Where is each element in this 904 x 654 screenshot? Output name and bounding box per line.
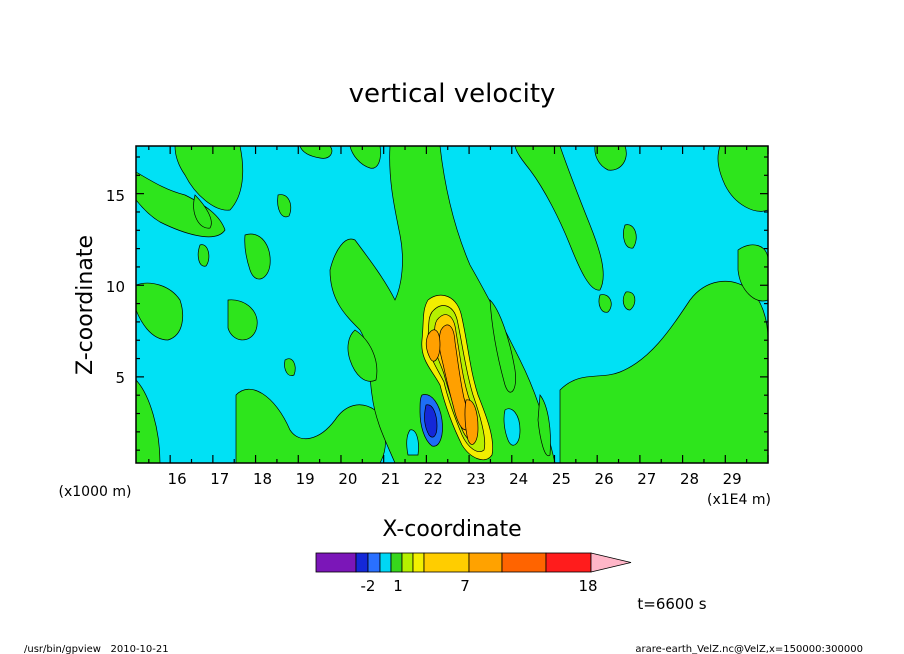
contour-cyan-pocket-2: [406, 429, 419, 456]
contour-green-blob-2: [244, 233, 271, 280]
contour-green-blob-7: [623, 224, 637, 249]
contour-green-center-left: [347, 329, 378, 382]
x-tick-label: 24: [509, 470, 528, 488]
colorbar-segment: [379, 552, 392, 573]
contour-green-blob-3: [197, 244, 210, 267]
contour-green-streak-2: [537, 394, 551, 457]
colorbar-extension-arrow: [590, 552, 632, 573]
contour-green-blob-1: [193, 194, 212, 229]
colorbar-segment: [423, 552, 470, 573]
x-tick-labels: 16 17 18 19 20 21 22 23 24 25 26 27 28 2…: [168, 470, 742, 488]
colorbar-segment: [367, 552, 381, 573]
colorbar: [315, 552, 632, 573]
contour-green-left-mid: [136, 282, 183, 341]
contour-green-blob-4: [227, 299, 258, 341]
colorbar-label: 7: [460, 577, 470, 595]
y-axis-title: Z-coordinate: [73, 235, 98, 375]
colorbar-segment: [315, 552, 357, 573]
contour-green-right-mid: [737, 244, 768, 302]
y-tick-label: 15: [106, 187, 125, 205]
contour-green-top-right-2: [594, 146, 627, 171]
contour-green-right-upper: [717, 146, 768, 212]
contour-green-top-strip: [174, 146, 244, 211]
footer-right: arare-earth_VelZ.nc@VelZ,x=150000:300000: [635, 644, 863, 654]
contour-green-streak-1: [489, 299, 516, 393]
contour-cyan-pocket-1: [503, 408, 521, 446]
contour-green-right-bottom: [559, 281, 768, 463]
colorbar-labels: -2 1 7 18: [361, 577, 598, 595]
x-tick-label: 20: [338, 470, 357, 488]
contour-darkblue-downdraft: [424, 404, 438, 438]
colorbar-segment: [501, 552, 547, 573]
y-tick-labels: 5 10 15: [106, 187, 125, 387]
plot-frame: [135, 145, 769, 464]
colorbar-label: -2: [361, 577, 376, 595]
contour-green-blob-8: [598, 294, 612, 313]
contour-green-top-2: [299, 146, 333, 159]
colorbar-segment: [401, 552, 414, 573]
contour-green-blob-5: [277, 194, 292, 218]
colorbar-label: 1: [393, 577, 403, 595]
contour-orange-lower: [464, 399, 479, 445]
x-tick-label: 19: [296, 470, 315, 488]
x-unit-label: (x1E4 m): [707, 492, 771, 508]
contour-green-top-3: [349, 146, 381, 169]
x-ticks: [148, 146, 769, 463]
x-tick-label: 29: [723, 470, 742, 488]
footer-left: /usr/bin/gpview 2010-10-21: [24, 644, 169, 654]
y-tick-label: 10: [106, 278, 125, 296]
colorbar-segment: [468, 552, 503, 573]
colorbar-segment: [390, 552, 403, 573]
x-tick-label: 22: [424, 470, 443, 488]
x-tick-label: 17: [210, 470, 229, 488]
colorbar-segment: [545, 552, 592, 573]
x-tick-label: 23: [466, 470, 485, 488]
contour-green-right-strip: [514, 146, 604, 291]
x-tick-label: 18: [253, 470, 272, 488]
contour-orange-upper: [425, 329, 441, 362]
y-tick-label: 5: [115, 369, 125, 387]
colorbar-label: 18: [578, 577, 597, 595]
chart-title: vertical velocity: [349, 79, 556, 109]
contour-green-blob-6: [284, 358, 296, 376]
x-tick-label: 26: [595, 470, 614, 488]
x-tick-label: 28: [680, 470, 699, 488]
x-tick-label: 25: [552, 470, 571, 488]
time-label: t=6600 s: [637, 595, 706, 613]
x-tick-label: 16: [168, 470, 187, 488]
x-tick-label: 21: [381, 470, 400, 488]
y-ticks: [136, 156, 768, 451]
contour-green-blob-9: [622, 291, 636, 311]
x-axis-title: X-coordinate: [382, 517, 521, 542]
colorbar-segment: [412, 552, 425, 573]
contour-layer: [136, 146, 768, 463]
colorbar-segment: [355, 552, 369, 573]
y-unit-label: (x1000 m): [59, 484, 132, 500]
x-tick-label: 27: [637, 470, 656, 488]
